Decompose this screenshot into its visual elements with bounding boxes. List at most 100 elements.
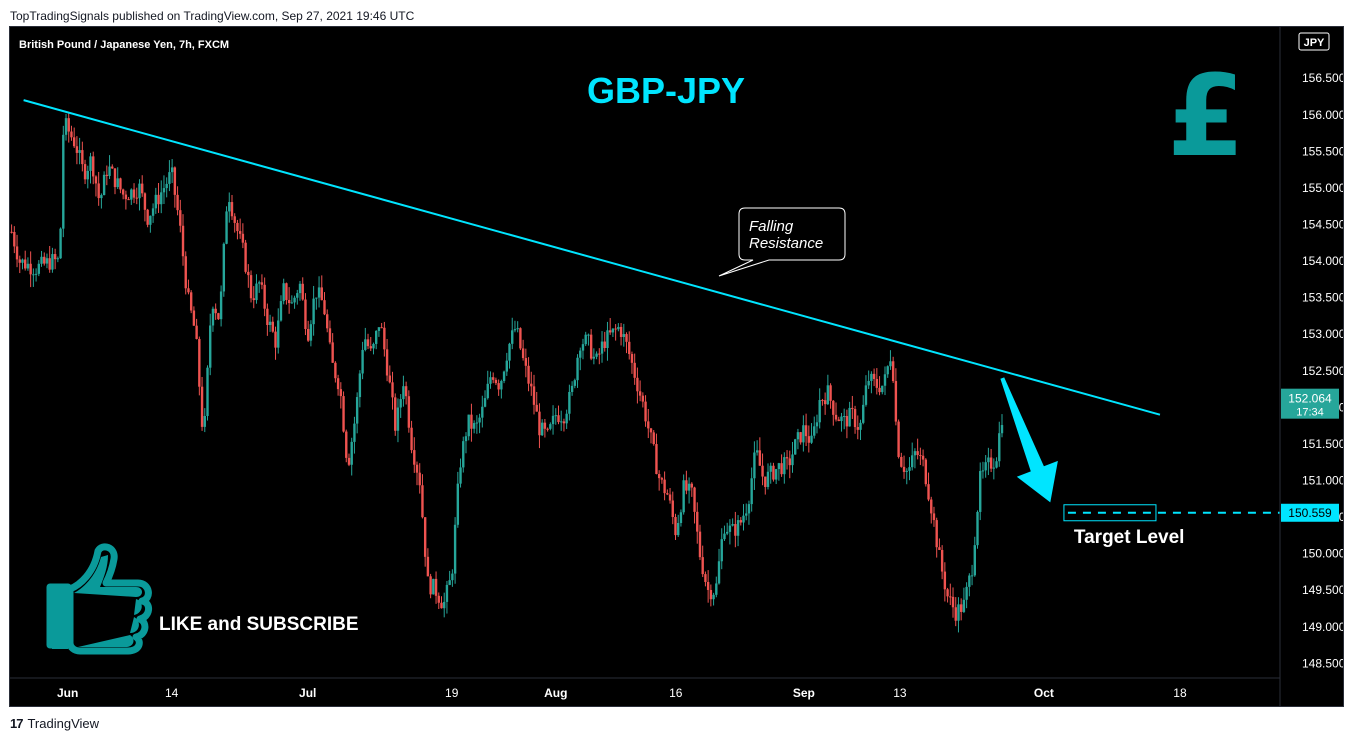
price-tick-label: 149.000 — [1302, 620, 1344, 634]
candle-body — [244, 242, 247, 272]
time-tick-label: Aug — [544, 686, 567, 700]
candle-body — [551, 415, 555, 425]
candle-body — [34, 273, 38, 275]
candle-body — [894, 381, 898, 422]
time-tick-label: 18 — [1173, 686, 1187, 700]
candle-body — [636, 377, 639, 392]
candle-body — [951, 596, 955, 608]
candle-body — [603, 341, 606, 349]
candle-body — [119, 178, 122, 190]
candle-body — [277, 320, 280, 348]
candle-body — [745, 513, 748, 516]
candle-body — [560, 421, 563, 423]
candle-body — [494, 379, 498, 384]
candle-body — [750, 478, 753, 505]
candle-body — [111, 166, 114, 169]
candle-body — [587, 334, 590, 336]
candle-body — [410, 427, 413, 451]
candle-body — [785, 457, 789, 459]
candle-body — [271, 321, 275, 332]
candle-body — [391, 382, 394, 398]
candle-body — [179, 210, 182, 226]
candle-body — [187, 288, 190, 293]
candle-body — [829, 385, 832, 401]
candle-body — [862, 404, 865, 423]
candle-body — [943, 571, 947, 590]
candle-body — [317, 287, 321, 298]
candle-body — [385, 349, 389, 376]
candle-body — [508, 343, 511, 361]
candle-body — [976, 511, 979, 546]
candle-body — [883, 374, 887, 386]
tradingview-logo-icon[interactable]: 17 — [10, 716, 24, 731]
candle-body — [647, 421, 650, 429]
candle-body — [505, 360, 508, 372]
candle-body — [881, 385, 884, 393]
candle-body — [527, 365, 530, 384]
candle-body — [554, 415, 557, 417]
candle-body — [723, 533, 726, 540]
candle-body — [426, 556, 430, 577]
time-tick-label: 14 — [165, 686, 179, 700]
candle-body — [336, 378, 340, 390]
candle-body — [331, 342, 334, 363]
candle-body — [48, 258, 51, 270]
candle-body — [383, 327, 386, 350]
chart-panel[interactable]: Falling Resistance Target Level GBP-JPY £ LIK… — [9, 26, 1344, 707]
candle-body — [285, 283, 288, 300]
candle-body — [40, 256, 43, 264]
candle-body — [666, 493, 669, 495]
candle-body — [815, 422, 819, 427]
candle-body — [668, 494, 672, 501]
candle-body — [445, 584, 449, 602]
candle-body — [132, 189, 136, 198]
candle-body — [715, 583, 718, 595]
candle-body — [728, 525, 732, 532]
candle-body — [211, 308, 215, 326]
candle-body — [764, 476, 767, 487]
candle-body — [407, 396, 411, 428]
candle-body — [766, 471, 770, 487]
candle-body — [813, 426, 816, 436]
target-price-value: 150.559 — [1288, 506, 1332, 520]
candle-body — [706, 581, 710, 590]
candle-body — [130, 189, 133, 200]
candle-body — [355, 397, 359, 424]
candle-body — [43, 256, 46, 264]
candle-body — [472, 423, 476, 429]
candle-body — [62, 134, 65, 229]
candle-body — [339, 389, 343, 397]
candle-body — [660, 478, 664, 480]
candle-body — [701, 557, 704, 575]
candle-body — [584, 334, 587, 345]
candle-body — [734, 524, 737, 536]
candle-body — [306, 329, 310, 341]
price-tick-label: 156.000 — [1302, 108, 1344, 122]
candle-body — [840, 416, 843, 422]
candle-body — [717, 561, 721, 584]
candle-body — [429, 576, 432, 595]
candle-body — [530, 383, 533, 387]
candle-body — [374, 330, 378, 344]
time-tick-label: Jul — [299, 686, 316, 700]
pound-icon: £ — [1167, 52, 1245, 182]
candle-body — [418, 472, 421, 486]
candle-body — [791, 454, 794, 466]
candle-body — [116, 178, 119, 188]
candle-body — [113, 168, 117, 188]
candle-body — [230, 202, 234, 217]
candle-body — [102, 174, 106, 196]
candle-body — [105, 174, 109, 176]
candle-body — [970, 575, 974, 577]
tradingview-logo-text[interactable]: TradingView — [27, 716, 100, 731]
candle-body — [198, 338, 201, 387]
candle-body — [543, 422, 547, 429]
time-tick-label: Sep — [793, 686, 815, 700]
candle-body — [671, 500, 674, 518]
time-tick-label: 19 — [445, 686, 459, 700]
candle-body — [184, 256, 187, 289]
candle-body — [511, 330, 514, 344]
candle-body — [287, 299, 291, 304]
